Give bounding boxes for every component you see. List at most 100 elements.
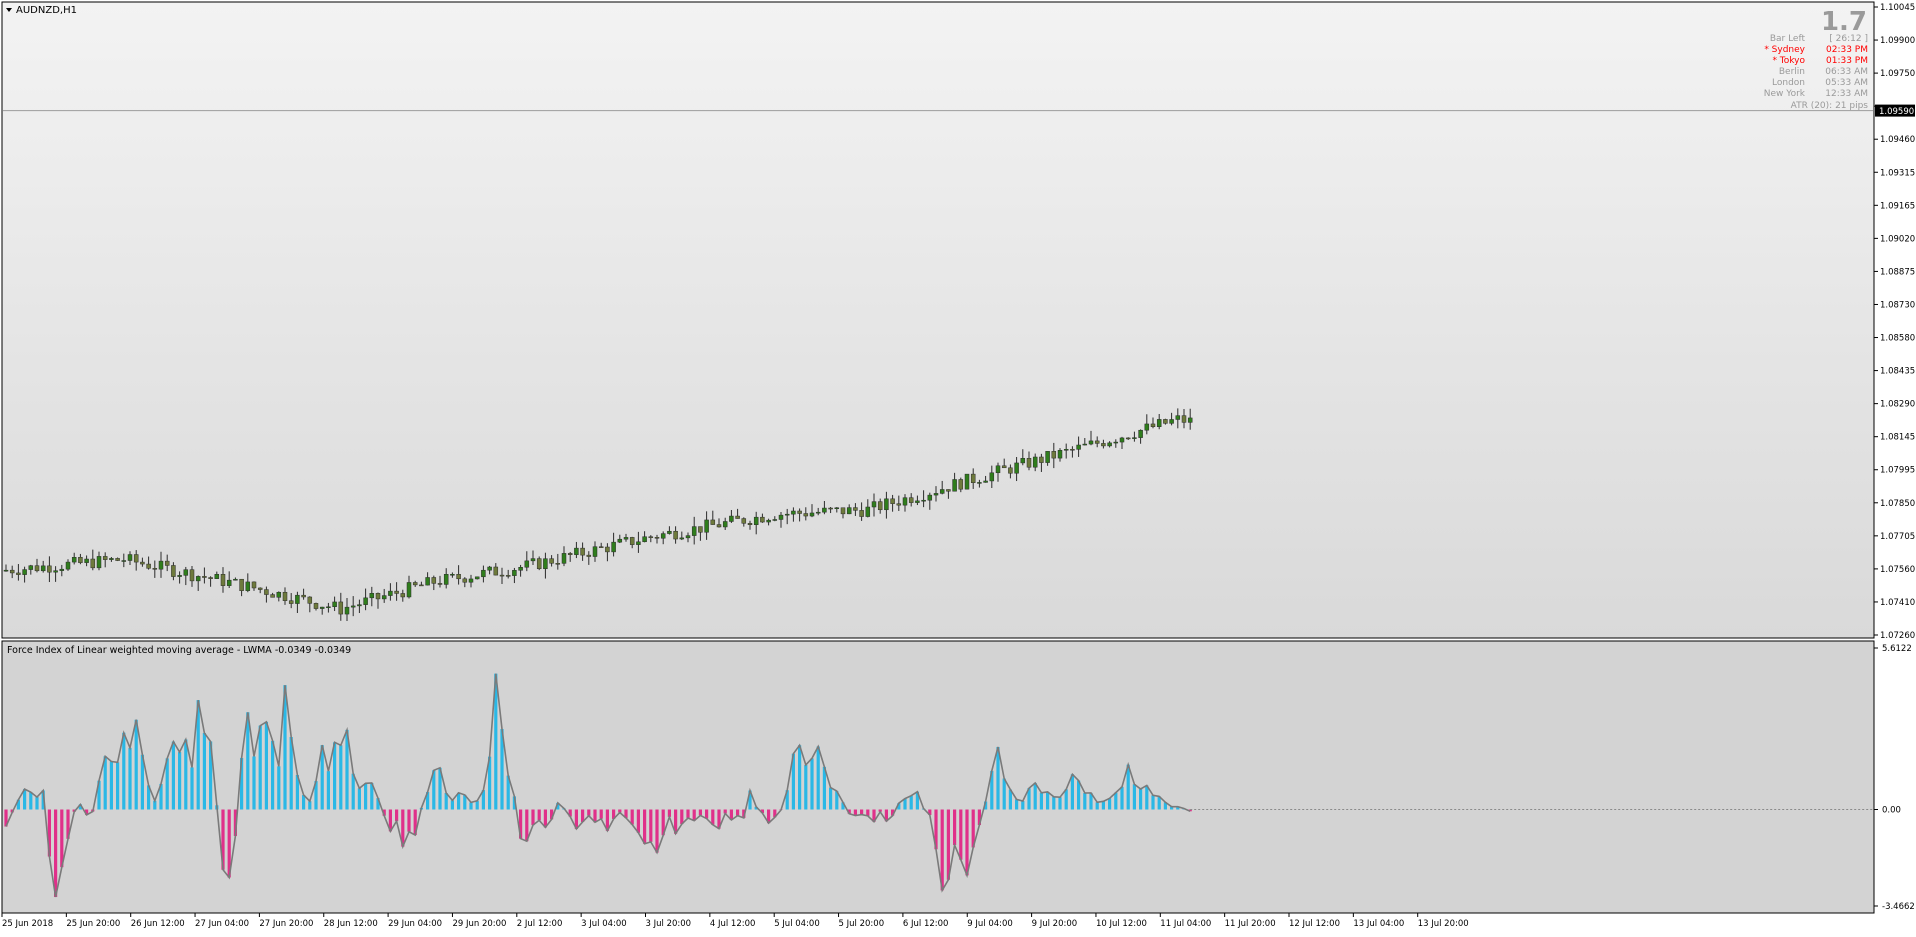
candle (933, 486, 939, 502)
candle (586, 551, 592, 565)
candle (1094, 436, 1100, 448)
session-label: * Sydney (1764, 45, 1805, 55)
candle (809, 504, 815, 518)
candle (741, 517, 747, 527)
candle (561, 546, 567, 567)
time-tick-label: 2 Jul 12:00 (517, 919, 563, 929)
candle (685, 532, 691, 543)
candle (822, 501, 827, 515)
candle (648, 535, 654, 543)
candle (1107, 441, 1112, 448)
candle (598, 542, 604, 548)
price-axis-ticks: 1.10045 1.09900 1.09750 1.09460 1.09315 1.091… (1874, 3, 1915, 641)
indicator-tick-label: 5.6122 (1882, 644, 1912, 654)
price-tick-label: 1.09900 (1880, 36, 1915, 46)
time-tick-label: 26 Jun 12:00 (131, 919, 185, 929)
candle (679, 531, 685, 541)
candle (567, 552, 573, 562)
price-tick-label: 1.08875 (1880, 267, 1915, 277)
indicator-tick-label: 0.00 (1882, 805, 1901, 815)
time-tick-label: 9 Jul 20:00 (1032, 919, 1078, 929)
symbol-dropdown-icon[interactable] (6, 8, 12, 12)
candle (877, 498, 883, 514)
candle (276, 591, 282, 602)
candle (946, 489, 951, 499)
candle (84, 555, 89, 567)
candle (722, 517, 728, 530)
price-tick-label: 1.07410 (1880, 598, 1915, 608)
time-tick-label: 4 Jul 12:00 (710, 919, 756, 929)
candle (450, 572, 455, 578)
candle (698, 526, 703, 541)
candle (549, 555, 554, 567)
candle (791, 507, 796, 522)
candle (115, 557, 120, 562)
price-tick-label: 1.08730 (1880, 300, 1915, 310)
candle (735, 508, 740, 519)
candle (22, 566, 27, 583)
candle (270, 592, 275, 598)
price-tick-label: 1.09020 (1880, 234, 1915, 244)
session-label: London (1772, 78, 1805, 88)
candle (784, 508, 790, 525)
time-tick-label: 27 Jun 20:00 (259, 919, 313, 929)
candle (623, 533, 629, 542)
candle (797, 508, 802, 522)
candle (1008, 464, 1013, 479)
candle (481, 565, 486, 583)
atr-readout: ATR (20): 21 pips (1791, 101, 1869, 111)
candle (301, 588, 306, 600)
candle (425, 572, 430, 586)
price-tick-label: 1.07705 (1880, 532, 1915, 542)
candle (1150, 417, 1156, 429)
candle (518, 564, 523, 577)
candle (59, 564, 65, 577)
candle (853, 503, 858, 516)
candle (617, 534, 623, 544)
candle (611, 532, 616, 557)
candle (834, 507, 840, 513)
candle (1163, 418, 1168, 425)
session-time: 12:33 AM (1825, 89, 1868, 99)
session-label: * Tokyo (1772, 56, 1805, 66)
price-tick-label: 1.07850 (1880, 499, 1915, 509)
candle (729, 510, 734, 523)
candle (406, 575, 412, 599)
session-time: 02:33 PM (1826, 45, 1868, 55)
candle (1014, 457, 1019, 482)
candle (208, 576, 213, 587)
candle (1175, 408, 1181, 429)
candle (394, 582, 399, 601)
price-tick-label: 1.09315 (1880, 168, 1915, 178)
time-axis-ticks: 25 Jun 2018 25 Jun 20:00 26 Jun 12:00 27 Ju… (1, 913, 1469, 929)
candle (375, 592, 381, 609)
candle (171, 562, 176, 581)
candle (747, 520, 753, 530)
candle (412, 580, 418, 587)
candle (499, 567, 505, 584)
candle (753, 511, 759, 535)
time-tick-label: 12 Jul 12:00 (1289, 919, 1340, 929)
candle (34, 558, 40, 573)
current-price-tag (1875, 104, 1915, 117)
candle (642, 531, 647, 543)
candle (282, 587, 288, 605)
candle (772, 516, 778, 522)
time-tick-label: 5 Jul 20:00 (839, 919, 885, 929)
symbol-title: AUDNZD,H1 (16, 5, 77, 16)
candle (78, 553, 83, 565)
candle (760, 513, 765, 523)
time-tick-label: 25 Jun 20:00 (66, 919, 120, 929)
candle (1132, 431, 1137, 442)
candle (456, 565, 461, 585)
candle (1039, 453, 1044, 472)
candle (121, 553, 127, 568)
candle (140, 557, 145, 567)
candle (580, 542, 585, 561)
candle (16, 564, 21, 581)
candle (1032, 453, 1038, 472)
candle (1057, 448, 1063, 462)
candle (1076, 436, 1081, 457)
candle (915, 495, 920, 506)
